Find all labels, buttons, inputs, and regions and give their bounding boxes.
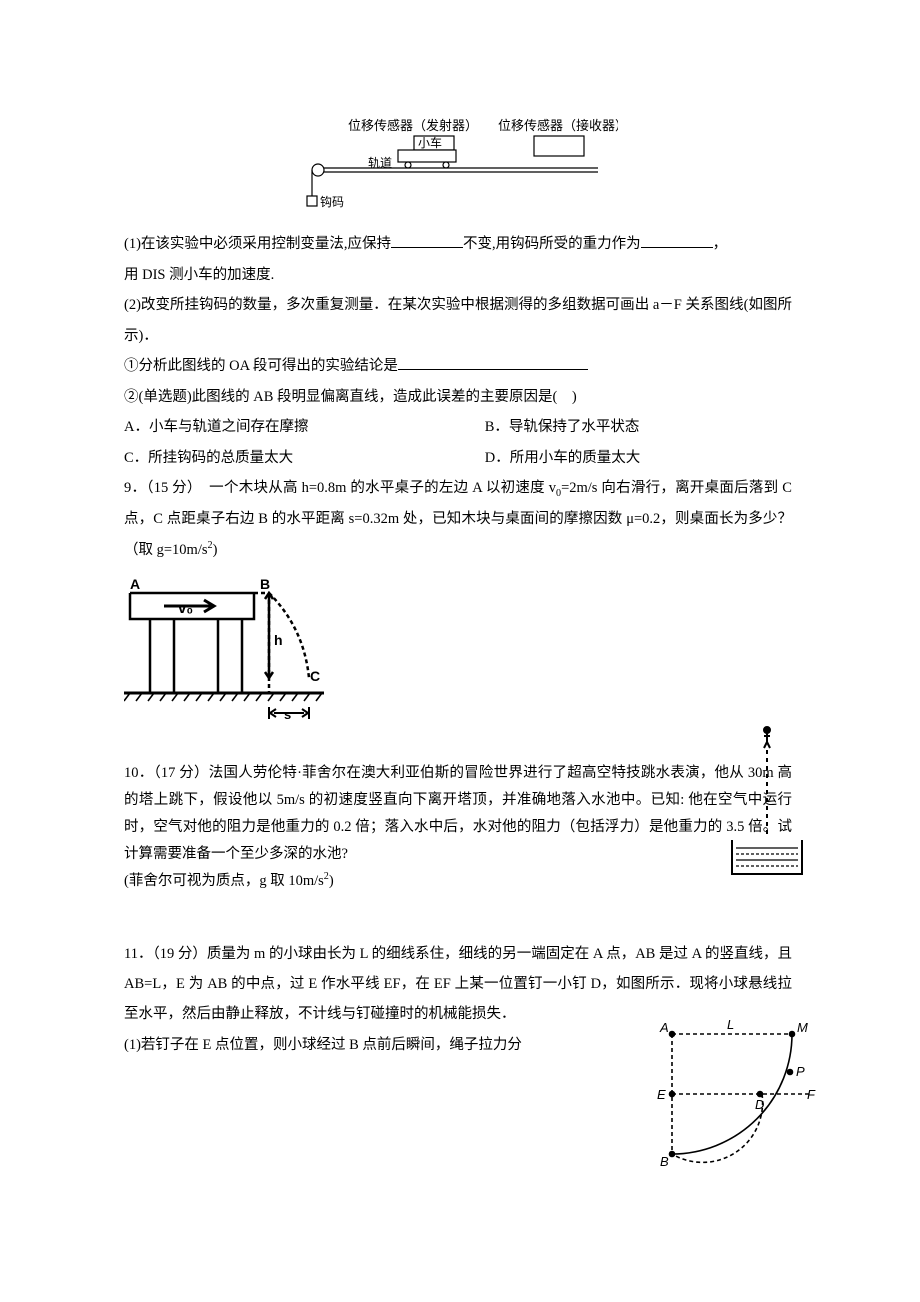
q8-p1-tail: ， [713,236,728,252]
q8-opt-C: C．所挂钩码的总质量太大 [124,443,485,473]
q9-svg: A B v₀ h C s [124,573,324,723]
q8-p1-mid: 不变,用钩码所受的重力作为 [463,236,641,252]
q10-tail: (菲舍尔可视为质点，g 取 10m/s2) [124,868,792,895]
q8-p2: (2)改变所挂钩码的数量，多次重复测量．在某次实验中根据测得的多组数据可画出 a… [124,290,792,351]
q11-svg: A L M P E D F B [642,1014,822,1174]
q9-A: A [130,576,140,592]
q9-C: C [310,668,320,684]
q11-figure: A L M P E D F B [642,1014,822,1185]
q8-opts-row1: A．小车与轨道之间存在摩擦 B．导轨保持了水平状态 [124,412,792,442]
q11-D: D [755,1097,764,1112]
q9-figure: A B v₀ h C s [124,573,792,734]
q8-p3-pre: ①分析此图线的 OA 段可得出的实验结论是 [124,358,398,374]
q8-opt-D: D．所用小车的质量太大 [485,443,792,473]
q11-A: A [659,1020,669,1035]
q11-block: 11．（19 分）质量为 m 的小球由长为 L 的细线系住，细线的另一端固定在 … [124,939,792,1061]
emitter-label: 位移传感器（发射器） [348,118,478,133]
q11-E: E [657,1087,666,1102]
track-figure: 位移传感器（发射器） 位移传感器（接收器） 小车 轨道 钩码 [124,118,792,219]
q10-tail-b: ) [329,873,334,889]
q9-B: B [260,576,270,592]
q10-tail-a: (菲舍尔可视为质点，g 取 10m/s [124,873,324,889]
q8-p3: ①分析此图线的 OA 段可得出的实验结论是 [124,351,792,381]
receiver-label: 位移传感器（接收器） [498,118,618,133]
q8-p1-line2: 用 DIS 测小车的加速度. [124,260,792,290]
q8-opts-row2: C．所挂钩码的总质量太大 D．所用小车的质量太大 [124,443,792,473]
weight-label: 钩码 [320,195,344,208]
q10-figure [722,724,812,895]
track-svg: 位移传感器（发射器） 位移传感器（接收器） 小车 轨道 钩码 [298,118,618,208]
q10-text: 10．（17 分）法国人劳伦特·菲舍尔在澳大利亚伯斯的冒险世界进行了超高空特技跳… [124,760,792,867]
q9-text-c: ) [213,542,218,558]
q11-L: L [727,1017,734,1032]
q11-F: F [807,1087,816,1102]
q9-text: 9．（15 分） 一个木块从高 h=0.8m 的水平桌子的左边 A 以初速度 v… [124,473,792,565]
blank-2 [641,233,713,249]
q9-v0: v₀ [178,600,193,617]
q9-s: s [284,707,291,722]
q11-P: P [796,1064,805,1079]
q11-B: B [660,1154,669,1169]
blank-3 [398,355,588,371]
q9-text-a: 9．（15 分） 一个木块从高 h=0.8m 的水平桌子的左边 A 以初速度 v [124,480,556,496]
q10-svg [722,724,812,884]
q8-p1-pre: (1)在该实验中必须采用控制变量法,应保持 [124,236,391,252]
blank-1 [391,233,463,249]
q10-block: 10．（17 分）法国人劳伦特·菲舍尔在澳大利亚伯斯的冒险世界进行了超高空特技跳… [124,760,792,894]
q9-h: h [274,632,283,648]
q8-opt-A: A．小车与轨道之间存在摩擦 [124,412,485,442]
track-label: 轨道 [368,156,392,170]
q11-M: M [797,1020,808,1035]
cart-label: 小车 [418,135,442,150]
q8-p4: ②(单选题)此图线的 AB 段明显偏离直线，造成此误差的主要原因是( ) [124,382,792,412]
q8-p1: (1)在该实验中必须采用控制变量法,应保持 不变,用钩码所受的重力作为 ， [124,229,792,259]
q8-opt-B: B．导轨保持了水平状态 [485,412,792,442]
